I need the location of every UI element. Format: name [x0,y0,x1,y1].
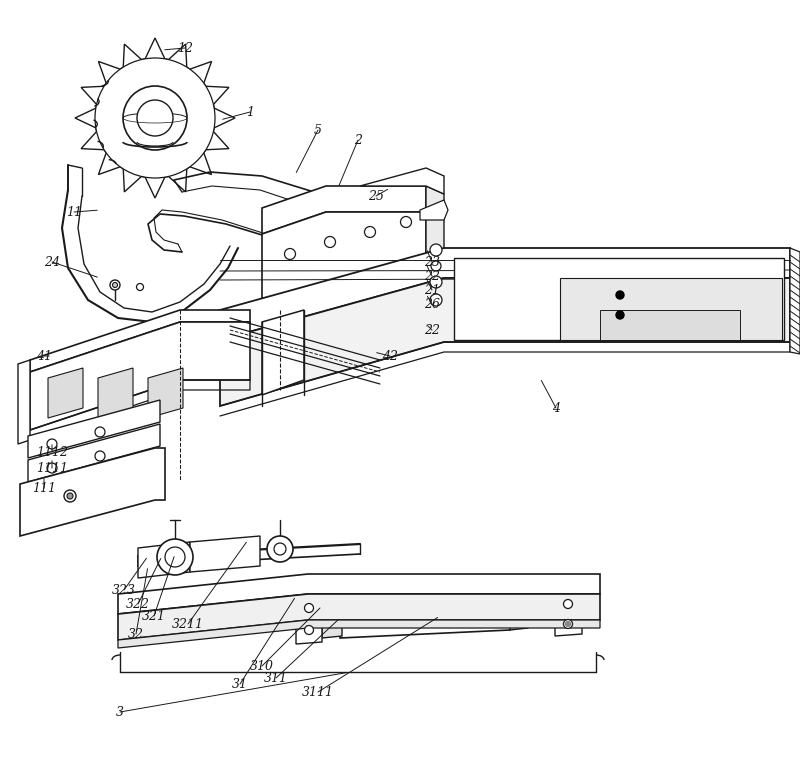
Polygon shape [555,592,582,636]
Polygon shape [220,248,790,340]
Circle shape [563,619,573,628]
Text: 3211: 3211 [172,618,204,631]
Polygon shape [262,310,304,395]
Polygon shape [48,368,83,418]
Circle shape [110,280,120,290]
Polygon shape [510,596,528,630]
Circle shape [365,226,375,238]
Text: 22: 22 [424,269,440,283]
Text: 311: 311 [264,672,288,685]
Circle shape [563,600,573,608]
Text: 3: 3 [116,706,124,719]
Circle shape [95,451,105,461]
Circle shape [430,244,442,256]
Polygon shape [600,310,740,340]
Polygon shape [148,368,183,418]
Polygon shape [340,598,510,638]
Circle shape [47,439,57,449]
Polygon shape [28,424,160,482]
Text: 4: 4 [552,401,560,415]
Text: 31: 31 [232,678,248,690]
Text: 1111: 1111 [36,462,68,475]
Text: 41: 41 [36,350,52,363]
Polygon shape [118,620,600,648]
Polygon shape [18,360,30,444]
Polygon shape [360,168,444,194]
Circle shape [431,261,441,271]
Circle shape [95,58,215,178]
Polygon shape [30,310,250,372]
Text: 323: 323 [112,584,136,597]
Polygon shape [322,602,342,638]
Circle shape [123,86,187,150]
Text: 42: 42 [382,350,398,363]
Polygon shape [560,278,782,340]
Text: 111: 111 [32,482,56,495]
Circle shape [305,604,314,612]
Circle shape [430,276,442,288]
Text: 321: 321 [142,610,166,622]
Polygon shape [30,322,250,430]
Polygon shape [426,186,444,306]
Text: 2: 2 [354,134,362,147]
Polygon shape [220,278,790,406]
Circle shape [64,490,76,502]
Circle shape [325,236,335,248]
Polygon shape [118,594,600,640]
Text: 5: 5 [314,124,322,137]
Circle shape [401,216,411,228]
Polygon shape [296,596,322,644]
Polygon shape [138,542,190,578]
Circle shape [137,283,143,290]
Text: 24: 24 [44,256,60,269]
Circle shape [285,249,295,259]
Circle shape [95,427,105,437]
Circle shape [165,547,185,567]
Text: 11: 11 [66,205,82,218]
Text: 1: 1 [246,106,254,118]
Circle shape [137,100,173,136]
Polygon shape [20,448,165,536]
Text: 32: 32 [128,628,144,641]
Polygon shape [262,186,426,234]
Polygon shape [454,258,784,340]
Circle shape [566,621,570,627]
Text: 21: 21 [424,283,440,296]
Circle shape [616,291,624,299]
Polygon shape [75,38,235,198]
Circle shape [113,283,118,287]
Circle shape [274,543,286,555]
Polygon shape [420,200,448,220]
Circle shape [47,463,57,473]
Text: 322: 322 [126,598,150,611]
Text: 310: 310 [250,659,274,672]
Polygon shape [98,368,133,418]
Text: 26: 26 [424,297,440,310]
Text: 25: 25 [368,189,384,202]
Circle shape [305,625,314,635]
Polygon shape [790,248,800,354]
Text: 12: 12 [177,42,193,55]
Text: 1112: 1112 [36,445,68,459]
Polygon shape [118,574,600,614]
Circle shape [616,311,624,319]
Circle shape [67,493,73,499]
Text: 23: 23 [424,256,440,269]
Polygon shape [262,212,426,322]
Polygon shape [190,536,260,572]
Circle shape [157,539,193,575]
Circle shape [430,294,442,306]
Text: 3111: 3111 [302,686,334,699]
Text: 22: 22 [424,323,440,337]
Circle shape [267,536,293,562]
Polygon shape [28,400,160,458]
